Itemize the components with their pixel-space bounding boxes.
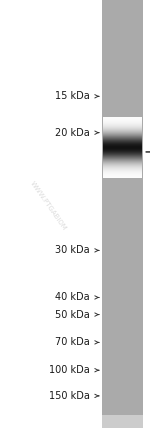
Bar [102, 415, 142, 428]
Bar [103, 156, 142, 158]
Bar [103, 149, 142, 151]
Bar [103, 158, 142, 160]
Bar [103, 143, 142, 145]
Bar [103, 124, 142, 126]
Bar [103, 172, 142, 174]
Bar [103, 117, 142, 119]
Bar [103, 169, 142, 171]
Bar [103, 126, 142, 128]
Bar [103, 161, 142, 163]
Bar [103, 166, 142, 168]
Bar [103, 146, 142, 148]
Bar [103, 164, 142, 166]
Bar [103, 134, 142, 136]
Text: 70 kDa: 70 kDa [55, 337, 90, 348]
Bar [103, 167, 142, 169]
Bar [103, 148, 142, 150]
Bar [103, 145, 142, 147]
Bar [103, 163, 142, 165]
Bar [103, 176, 142, 178]
Bar [103, 162, 142, 163]
Bar [103, 151, 142, 153]
Bar [103, 133, 142, 135]
Text: 40 kDa: 40 kDa [55, 292, 90, 303]
Bar [103, 171, 142, 172]
Bar [103, 120, 142, 122]
Bar [103, 130, 142, 132]
Bar [103, 157, 142, 159]
Bar [103, 123, 142, 125]
Bar [103, 127, 142, 129]
Text: 15 kDa: 15 kDa [55, 91, 90, 101]
Bar [103, 140, 142, 142]
Bar [103, 170, 142, 172]
Bar [103, 121, 142, 123]
Bar [103, 168, 142, 169]
Bar [103, 173, 142, 175]
Bar [103, 129, 142, 131]
Bar [103, 128, 142, 130]
Bar [103, 155, 142, 157]
Bar [103, 154, 142, 156]
Text: 150 kDa: 150 kDa [49, 391, 90, 401]
Text: WWW.PTGABIOM: WWW.PTGABIOM [29, 180, 67, 231]
Bar [103, 174, 142, 175]
Bar [103, 125, 142, 127]
Bar [103, 122, 142, 124]
Bar [103, 139, 142, 141]
Bar [103, 153, 142, 155]
Bar [103, 118, 142, 120]
Bar [103, 152, 142, 154]
Bar [103, 142, 142, 144]
Bar [103, 159, 142, 160]
Text: 30 kDa: 30 kDa [55, 245, 90, 256]
Text: 100 kDa: 100 kDa [49, 365, 90, 375]
Bar [103, 147, 142, 149]
Bar [103, 144, 142, 146]
Bar [103, 119, 142, 121]
Bar [103, 175, 142, 177]
Bar [103, 160, 142, 162]
Bar [103, 138, 142, 140]
Bar [103, 132, 142, 134]
Bar [102, 0, 142, 428]
Bar [103, 136, 142, 138]
Bar [103, 131, 142, 133]
Bar [103, 141, 142, 143]
Bar [103, 137, 142, 139]
Bar [103, 135, 142, 137]
Text: 50 kDa: 50 kDa [55, 309, 90, 320]
Bar [103, 165, 142, 166]
Bar [103, 150, 142, 152]
Text: 20 kDa: 20 kDa [55, 128, 90, 138]
